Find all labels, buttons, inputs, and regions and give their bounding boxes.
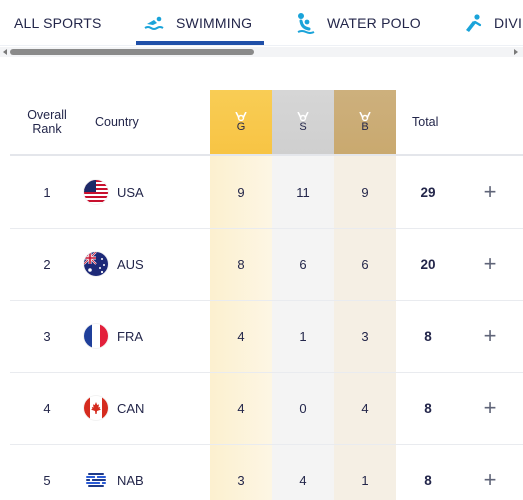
gold-count: 4 — [237, 400, 245, 416]
tab-label: SWIMMING — [176, 15, 253, 31]
gold-count: 8 — [237, 256, 245, 272]
silver-count: 6 — [299, 256, 307, 272]
rank-cell: 2 — [43, 256, 51, 272]
tab-all-sports[interactable]: ALL SPORTS — [14, 0, 102, 46]
header-country: Country — [84, 90, 210, 154]
tab-diving[interactable]: DIVI — [462, 0, 522, 46]
row-divider — [10, 444, 523, 445]
nab-flag-icon — [84, 468, 108, 492]
expand-row-button[interactable]: + — [483, 395, 497, 420]
gold-column-background — [210, 154, 272, 500]
country-cell: CAN — [84, 372, 210, 444]
expand-row-button[interactable]: + — [483, 323, 497, 348]
country-code: USA — [117, 184, 144, 200]
expand-row-button[interactable]: + — [483, 179, 497, 204]
header-overall-rank: Overall Rank — [10, 90, 84, 154]
header-country-label: Country — [95, 115, 139, 129]
diving-icon — [462, 12, 484, 34]
header-total-label: Total — [412, 115, 439, 129]
country-code: NAB — [117, 472, 144, 488]
expand-row-button[interactable]: + — [483, 467, 497, 492]
header-gold-label: G — [236, 121, 246, 133]
silver-column-background — [272, 154, 334, 500]
can-flag-icon — [84, 396, 108, 420]
tabs-divider — [0, 45, 523, 46]
country-cell: USA — [84, 156, 210, 228]
row-divider — [10, 300, 523, 301]
silver-medal-icon — [297, 110, 309, 122]
water-polo-icon — [295, 12, 317, 34]
scroll-right-arrow-icon[interactable] — [514, 49, 518, 55]
row-divider — [10, 228, 523, 229]
silver-count: 1 — [299, 328, 307, 344]
country-code: CAN — [117, 400, 145, 416]
sport-tabs: ALL SPORTS SWIMMING WATER POLO — [0, 0, 523, 46]
silver-count: 11 — [296, 184, 310, 200]
usa-flag-icon — [84, 180, 108, 204]
total-count: 8 — [424, 328, 432, 344]
total-count: 8 — [424, 400, 432, 416]
tab-label: ALL SPORTS — [14, 15, 102, 31]
header-gold: G — [210, 90, 272, 154]
country-code: FRA — [117, 328, 143, 344]
bronze-count: 1 — [361, 472, 369, 488]
header-silver-label: S — [299, 121, 307, 133]
rank-cell: 1 — [43, 184, 51, 200]
silver-count: 4 — [299, 472, 307, 488]
gold-count: 3 — [237, 472, 245, 488]
rank-cell: 5 — [43, 472, 51, 488]
tab-label: DIVI — [494, 15, 523, 31]
tabs-scrollbar[interactable] — [0, 47, 523, 57]
total-count: 8 — [424, 472, 432, 488]
tab-label: WATER POLO — [327, 15, 421, 31]
header-total: Total — [396, 90, 460, 154]
swimming-icon — [144, 12, 166, 34]
country-cell: NAB — [84, 444, 210, 500]
row-divider — [10, 372, 523, 373]
header-divider — [10, 154, 523, 156]
gold-count: 9 — [237, 184, 245, 200]
bronze-count: 9 — [361, 184, 369, 200]
tab-water-polo[interactable]: WATER POLO — [295, 0, 421, 46]
gold-count: 4 — [237, 328, 245, 344]
bronze-column-background — [334, 154, 396, 500]
active-tab-indicator — [136, 41, 264, 45]
scroll-thumb[interactable] — [10, 49, 254, 55]
fra-flag-icon — [84, 324, 108, 348]
scroll-left-arrow-icon[interactable] — [3, 49, 7, 55]
tab-swimming[interactable]: SWIMMING — [144, 0, 252, 46]
bronze-count: 3 — [361, 328, 369, 344]
bronze-count: 6 — [361, 256, 369, 272]
header-bronze-label: B — [361, 121, 369, 133]
country-cell: AUS — [84, 228, 210, 300]
header-silver: S — [272, 90, 334, 154]
total-count: 20 — [420, 256, 436, 272]
header-bronze: B — [334, 90, 396, 154]
header-rank-label: Overall Rank — [27, 108, 67, 136]
aus-flag-icon — [84, 252, 108, 276]
bronze-count: 4 — [361, 400, 369, 416]
rank-cell: 4 — [43, 400, 51, 416]
rank-cell: 3 — [43, 328, 51, 344]
country-code: AUS — [117, 256, 144, 272]
total-count: 29 — [420, 184, 436, 200]
country-cell: FRA — [84, 300, 210, 372]
expand-row-button[interactable]: + — [483, 251, 497, 276]
bronze-medal-icon — [359, 110, 371, 122]
gold-medal-icon — [235, 110, 247, 122]
silver-count: 0 — [299, 400, 307, 416]
